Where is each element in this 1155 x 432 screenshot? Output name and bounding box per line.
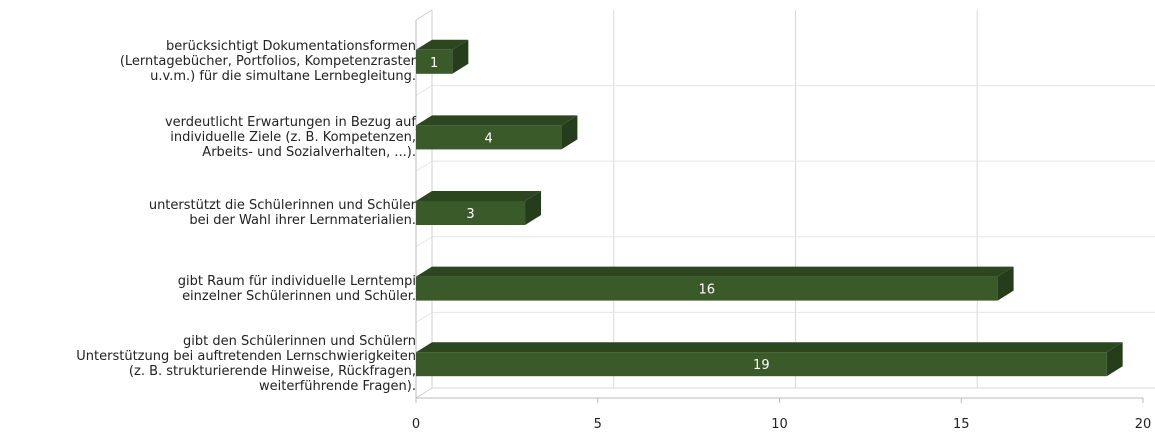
bar-top-2 [416,191,542,201]
data-label-4: 19 [753,358,770,373]
category-label-0: berücksichtigt Dokumentationsformen (Ler… [119,39,416,85]
bar-1 [416,125,562,150]
side-wall-line-3 [415,236,433,248]
x-tick-label-2: 10 [771,417,788,432]
category-label-4: gibt den Schülerinnen und Schülern Unter… [76,334,416,395]
bar-3 [416,276,998,301]
data-label-1: 4 [485,131,493,146]
x-tick-label-4: 20 [1135,417,1152,432]
side-wall-line-2 [415,160,433,172]
bar-side-4 [1106,342,1123,377]
side-wall-line-4 [415,311,433,323]
category-label-3: gibt Raum für individuelle Lerntempi ein… [177,273,416,304]
bar-top-3 [416,266,1014,277]
category-label-1: verdeutlicht Erwartungen in Bezug auf in… [164,114,416,160]
x-tick-label-0: 0 [412,417,420,432]
bar-4 [416,352,1107,377]
bar-side-0 [452,39,469,74]
x-tick-label-3: 15 [953,417,970,432]
bar-top-1 [416,115,578,126]
data-label-3: 16 [699,283,716,298]
bar-side-1 [561,115,578,150]
side-wall-top-edge [415,9,433,21]
floor-left-edge [415,387,433,399]
bar-top-4 [416,342,1123,353]
data-label-2: 3 [466,207,474,222]
data-label-0: 1 [430,56,438,71]
bar-side-2 [525,191,542,225]
side-wall-line-1 [415,85,433,97]
bar-side-3 [997,266,1014,301]
bar-0 [416,49,453,74]
bar-2 [416,201,526,225]
bar-top-0 [416,39,469,50]
category-label-2: unterstützt die Schülerinnen und Schüler… [148,198,416,228]
x-tick-label-1: 5 [594,417,602,432]
